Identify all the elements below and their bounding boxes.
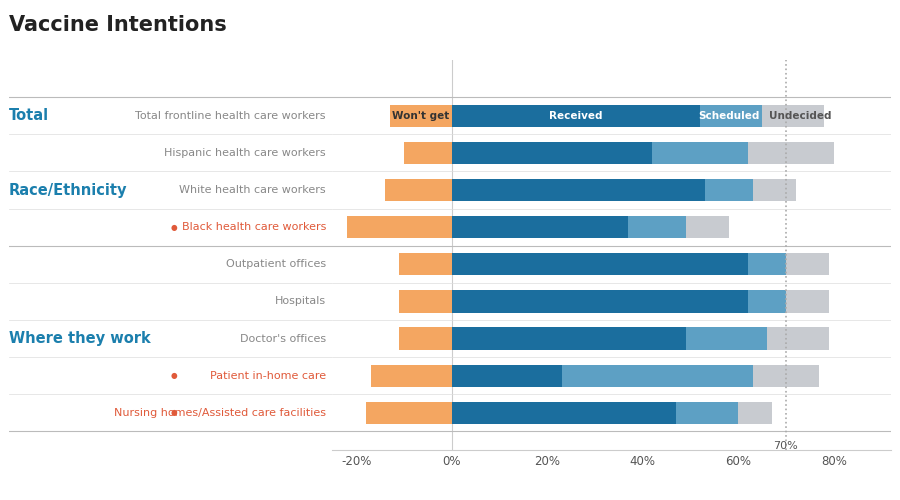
Bar: [452, 216, 628, 238]
Text: Total: Total: [9, 108, 50, 123]
Bar: [385, 179, 452, 201]
Bar: [738, 402, 771, 424]
Text: Won't get: Won't get: [392, 110, 449, 120]
Bar: [452, 142, 652, 164]
Text: Received: Received: [549, 110, 603, 120]
Bar: [562, 364, 752, 387]
Bar: [400, 290, 452, 312]
Bar: [767, 328, 829, 349]
Bar: [786, 290, 829, 312]
Bar: [390, 104, 452, 127]
Text: Hospitals: Hospitals: [274, 296, 326, 306]
Bar: [700, 104, 762, 127]
Bar: [346, 216, 452, 238]
Text: Vaccine Intentions: Vaccine Intentions: [9, 15, 227, 35]
Bar: [686, 328, 767, 349]
Bar: [705, 179, 752, 201]
Bar: [452, 290, 748, 312]
Text: Outpatient offices: Outpatient offices: [226, 260, 326, 270]
Text: Race/Ethnicity: Race/Ethnicity: [9, 182, 128, 198]
Text: Undecided: Undecided: [769, 110, 832, 120]
Text: White health care workers: White health care workers: [179, 185, 326, 195]
Text: Total frontline health care workers: Total frontline health care workers: [135, 110, 326, 120]
Bar: [404, 142, 452, 164]
Text: Hispanic health care workers: Hispanic health care workers: [165, 148, 326, 158]
Bar: [365, 402, 452, 424]
Bar: [686, 216, 729, 238]
Bar: [452, 104, 700, 127]
Bar: [400, 328, 452, 349]
Bar: [400, 253, 452, 276]
Text: Patient in-home care: Patient in-home care: [210, 370, 326, 380]
Text: Where they work: Where they work: [9, 331, 151, 346]
Bar: [748, 142, 833, 164]
Bar: [452, 253, 748, 276]
Bar: [652, 142, 748, 164]
Bar: [748, 290, 786, 312]
Text: ●: ●: [170, 222, 177, 232]
Bar: [628, 216, 686, 238]
Bar: [752, 364, 819, 387]
Bar: [762, 104, 824, 127]
Bar: [452, 179, 705, 201]
Bar: [676, 402, 738, 424]
Bar: [452, 328, 686, 349]
Text: Doctor's offices: Doctor's offices: [239, 334, 326, 344]
Text: ●: ●: [170, 408, 177, 418]
Bar: [786, 253, 829, 276]
Text: Nursing homes/Assisted care facilities: Nursing homes/Assisted care facilities: [114, 408, 326, 418]
Bar: [748, 253, 786, 276]
Bar: [371, 364, 452, 387]
Text: 70%: 70%: [774, 440, 798, 450]
Text: Scheduled: Scheduled: [698, 110, 760, 120]
Text: ●: ●: [170, 371, 177, 380]
Bar: [452, 364, 562, 387]
Bar: [752, 179, 796, 201]
Text: Black health care workers: Black health care workers: [182, 222, 326, 232]
Bar: [452, 402, 676, 424]
